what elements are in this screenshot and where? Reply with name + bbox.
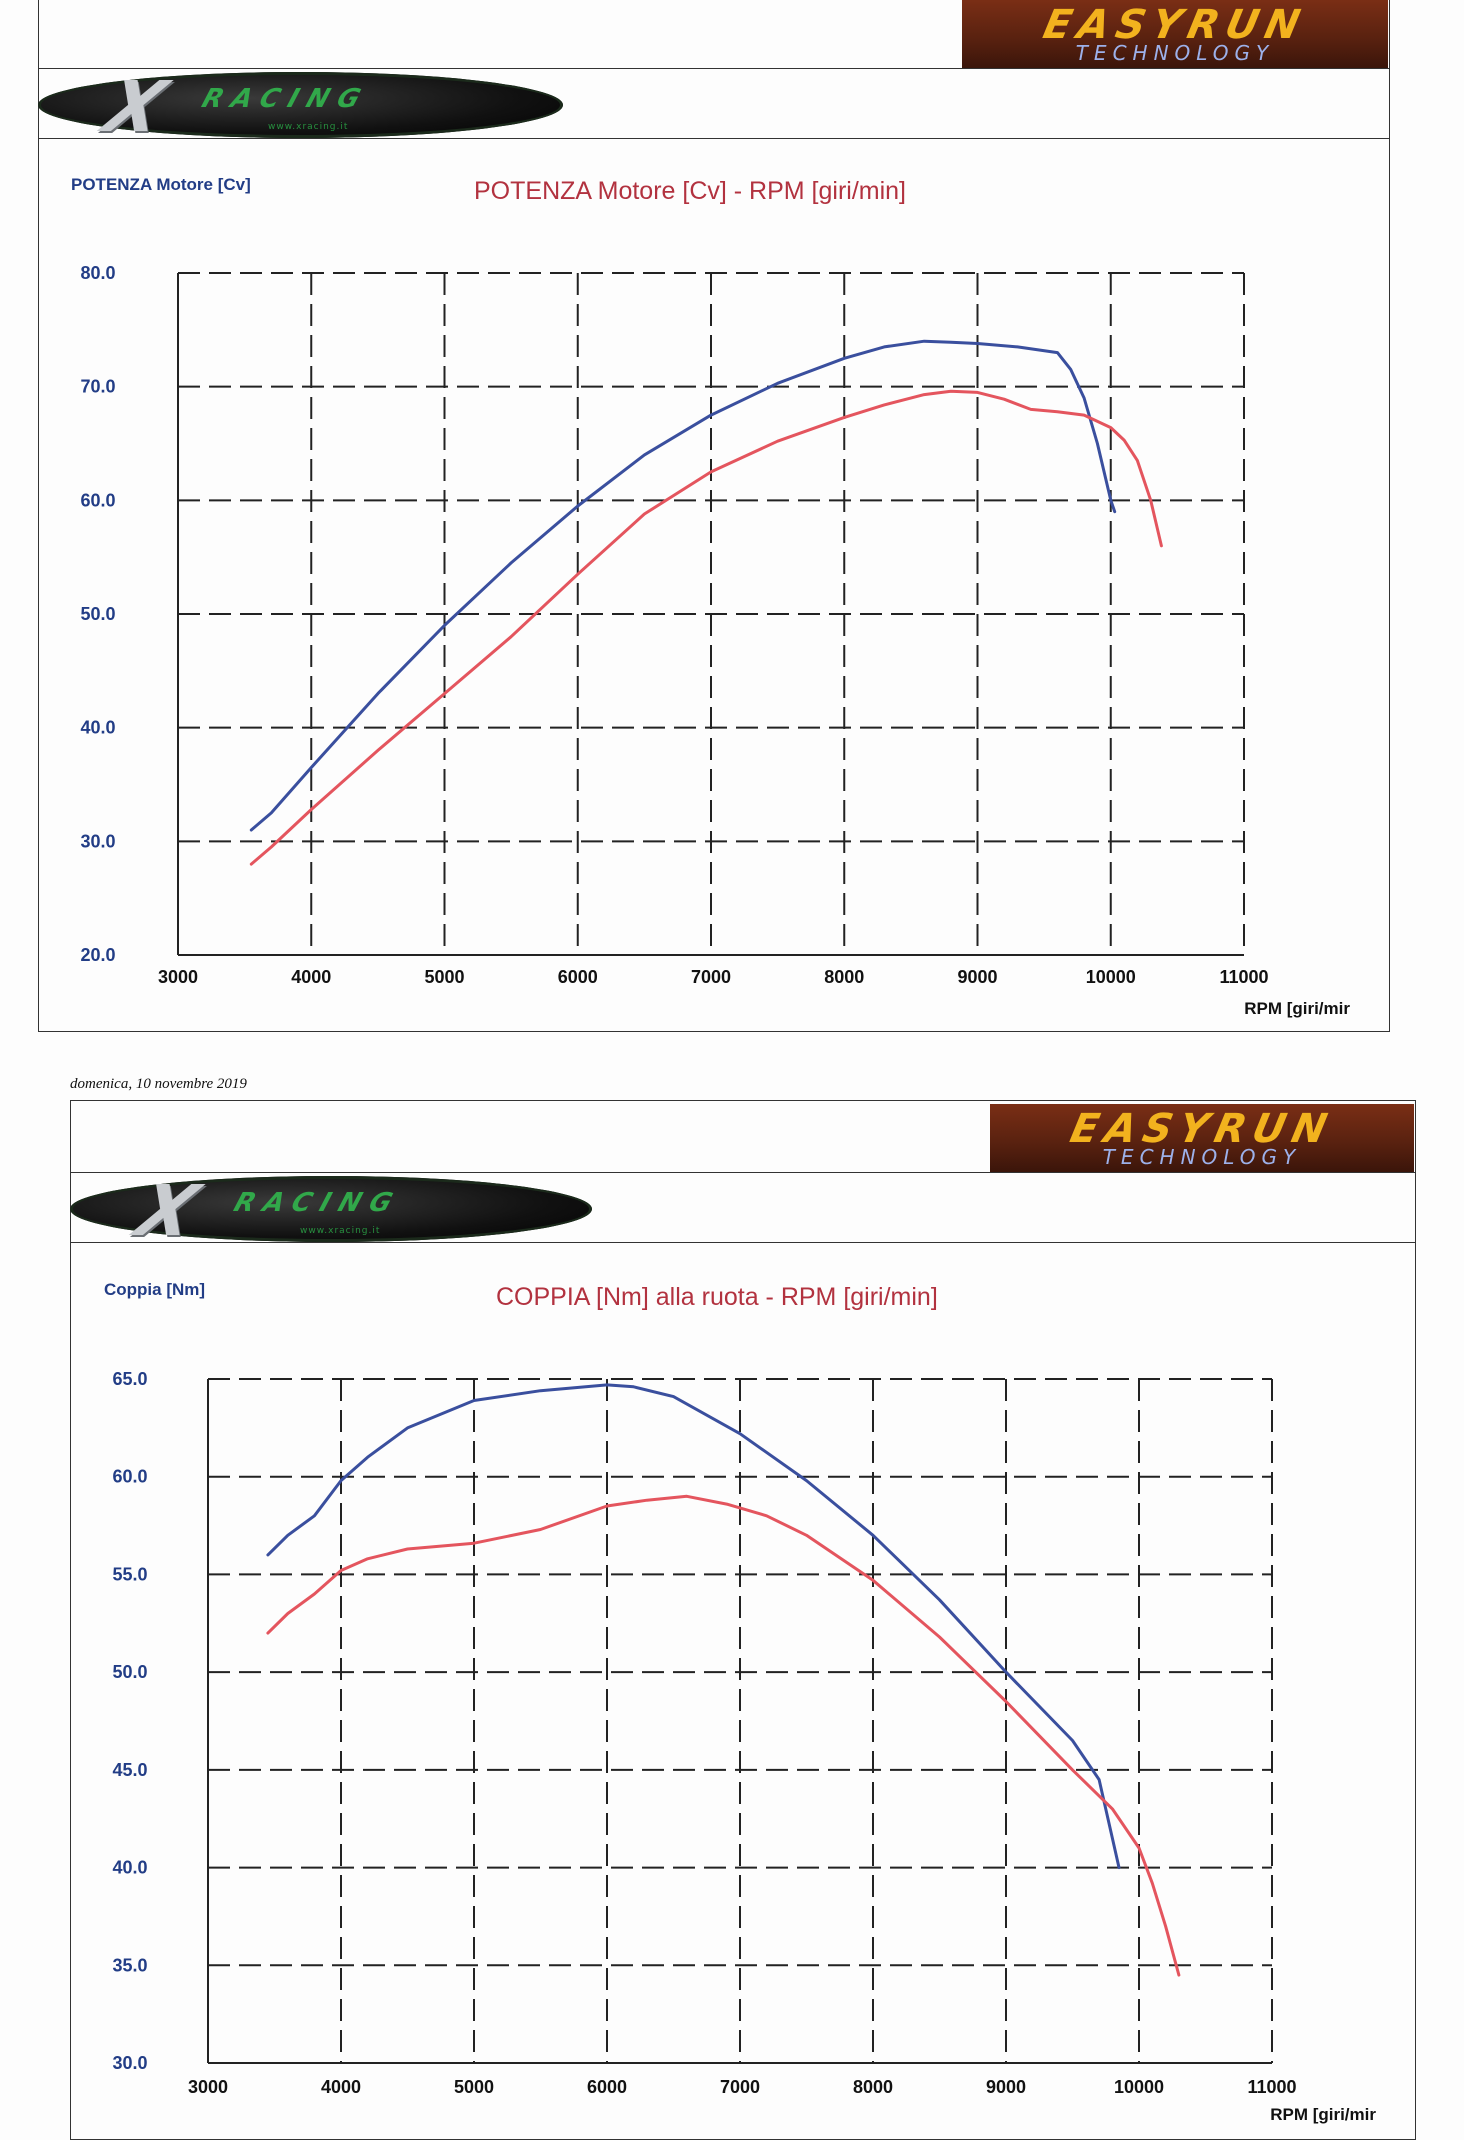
power-chart-title: POTENZA Motore [Cv] - RPM [giri/min] [474, 177, 907, 205]
power-sheet [38, 0, 1390, 1032]
power-y-tick-label: 20.0 [80, 945, 115, 965]
easyrun-tagline: TECHNOLOGY [1075, 41, 1275, 65]
easyrun-logo: EASYRUN TECHNOLOGY [962, 0, 1388, 68]
power-header-divider-2 [38, 138, 1390, 139]
power-x-tick-label: 4000 [291, 967, 331, 987]
power-chart: 80.0 70.0 60.0 50.0 40.0 30.0 20.0 3000 4000 5000… [80, 263, 1350, 1018]
xracing-logo-2: X RACING www.xracing.it [70, 1170, 592, 1252]
xracing-logo: X RACING www.xracing.it [38, 66, 563, 148]
torque-chart-title: COPPIA [Nm] alla ruota - RPM [giri/min] [496, 1283, 938, 1311]
torque-sheet [70, 1100, 1416, 2140]
xracing-ellipse-2 [70, 1176, 592, 1242]
torque-y-axis-label: Coppia [Nm] [104, 1280, 206, 1299]
xracing-url: www.xracing.it [268, 122, 349, 132]
date-label: domenica, 10 novembre 2019 [70, 1076, 247, 1092]
power-x-tick-label: 6000 [558, 967, 598, 987]
power-x-tick-label: 9000 [957, 967, 997, 987]
power-x-tick-label: 5000 [424, 967, 464, 987]
power-y-tick-label: 30.0 [80, 831, 115, 851]
xracing-url-2: www.xracing.it [300, 1226, 381, 1236]
power-x-tick-label: 8000 [824, 967, 864, 987]
easyrun-logo-2: EASYRUN TECHNOLOGY [990, 1104, 1414, 1172]
power-x-tick-label: 11000 [1219, 967, 1268, 987]
power-y-axis-label: POTENZA Motore [Cv] [71, 175, 251, 194]
power-x-axis-label: RPM [giri/mir [1244, 999, 1350, 1018]
easyrun-tagline-2: TECHNOLOGY [1102, 1145, 1302, 1169]
power-x-tick-label: 7000 [691, 967, 731, 987]
power-header-divider [38, 68, 1390, 69]
power-y-tick-label: 70.0 [80, 377, 115, 397]
power-x-tick-label: 3000 [158, 967, 198, 987]
power-y-tick-label: 50.0 [80, 604, 115, 624]
power-series-line-1 [249, 389, 1163, 866]
power-y-tick-label: 40.0 [80, 718, 115, 738]
power-y-tick-label: 80.0 [80, 263, 115, 283]
power-series-line-0 [249, 339, 1117, 832]
power-y-tick-label: 60.0 [80, 490, 115, 510]
xracing-brand-2: RACING [230, 1188, 406, 1218]
torque-header-divider-2 [70, 1242, 1416, 1243]
torque-header-divider [70, 1172, 1416, 1173]
xracing-ellipse [38, 72, 563, 138]
power-x-tick-label: 10000 [1086, 967, 1136, 987]
